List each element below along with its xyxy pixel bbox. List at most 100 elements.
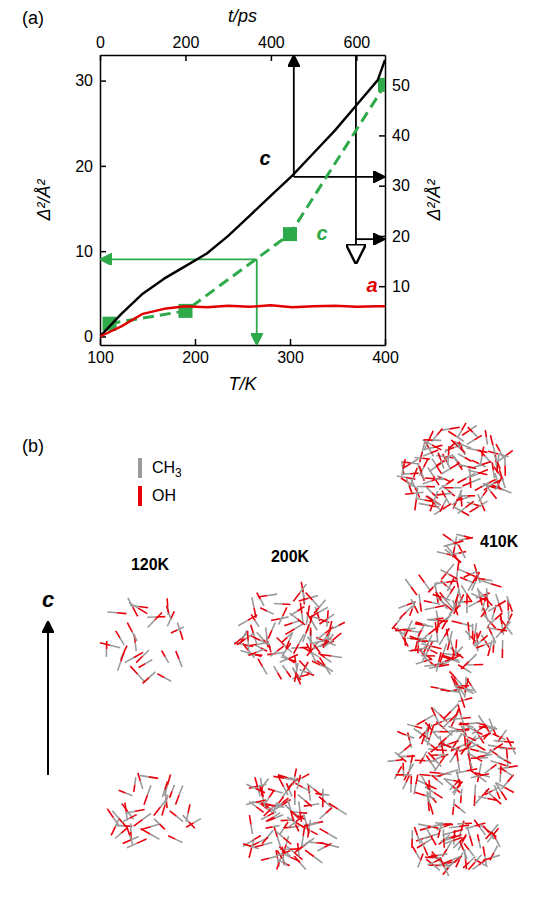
molecule-stick bbox=[271, 619, 280, 621]
tick-mark bbox=[290, 339, 292, 345]
molecule-stick bbox=[507, 758, 509, 768]
molecule-stick bbox=[502, 649, 504, 658]
molecule-stick bbox=[274, 666, 278, 673]
molecule-stick bbox=[130, 666, 137, 674]
molecule-stick bbox=[440, 653, 443, 663]
molecule-stick bbox=[288, 659, 294, 663]
molecule-stick bbox=[456, 442, 461, 447]
molecule-stick bbox=[468, 862, 475, 870]
molecule-stick bbox=[398, 756, 406, 758]
molecule-stick bbox=[324, 640, 332, 647]
molecule-stick bbox=[267, 594, 277, 595]
molecule-stick bbox=[499, 763, 507, 765]
molecule-stick bbox=[148, 620, 155, 628]
molecule-stick bbox=[430, 501, 434, 511]
tick: 40 bbox=[379, 127, 410, 144]
molecule-stick bbox=[194, 819, 201, 823]
tick-mark bbox=[185, 55, 187, 61]
molecule-stick bbox=[264, 809, 271, 816]
molecule-stick bbox=[438, 754, 446, 756]
molecule-stick bbox=[464, 536, 472, 538]
molecule-stick bbox=[165, 782, 168, 790]
molecule-stick bbox=[507, 737, 511, 745]
molecule-stick bbox=[437, 466, 442, 473]
molecule-stick bbox=[166, 598, 168, 606]
molecule-stick bbox=[439, 637, 444, 645]
molecule-stick bbox=[492, 462, 493, 470]
molecule-stick bbox=[465, 736, 466, 747]
molecule-stick bbox=[247, 641, 249, 651]
molecule-stick bbox=[137, 839, 147, 843]
tick-label: 400 bbox=[258, 34, 285, 51]
molecule-stick bbox=[298, 795, 305, 801]
molecule-stick bbox=[415, 606, 419, 613]
axis-line bbox=[385, 56, 387, 346]
molecule-stick bbox=[482, 788, 489, 796]
molecule-stick bbox=[430, 772, 441, 773]
molecule-stick bbox=[458, 507, 466, 513]
molecule-stick bbox=[453, 799, 455, 807]
molecule-stick bbox=[421, 775, 425, 782]
molecule-stick bbox=[282, 637, 288, 642]
molecule-stick bbox=[263, 667, 267, 675]
molecule-stick bbox=[243, 841, 252, 846]
molecule-stick bbox=[467, 826, 470, 836]
molecule-stick bbox=[154, 819, 159, 824]
molecule-stick bbox=[441, 773, 452, 774]
molecule-stick bbox=[420, 827, 430, 830]
molecule-stick bbox=[457, 782, 461, 789]
molecule-stick bbox=[433, 476, 439, 485]
tick: 10 bbox=[75, 243, 106, 260]
molecule-stick bbox=[477, 631, 480, 639]
molecule-stick bbox=[436, 456, 445, 457]
molecule-stick bbox=[468, 602, 477, 607]
arrow bbox=[101, 259, 257, 261]
molecule-stick bbox=[100, 643, 110, 645]
molecule-stick bbox=[496, 594, 499, 603]
molecule-stick bbox=[453, 838, 462, 841]
molecule-stick bbox=[125, 803, 126, 812]
molecule-stick bbox=[276, 831, 284, 838]
molecule-stick bbox=[310, 823, 318, 825]
molecule-stick bbox=[432, 731, 439, 739]
molecule-stick bbox=[160, 824, 165, 829]
molecule-stick bbox=[255, 621, 259, 627]
molecule-stick bbox=[415, 759, 426, 761]
molecule-stick bbox=[307, 643, 312, 652]
molecule-stick bbox=[435, 478, 445, 480]
molecule-stick bbox=[402, 461, 403, 468]
tick: 10 bbox=[379, 278, 410, 295]
molecule-stick bbox=[493, 470, 494, 478]
molecule-stick bbox=[495, 483, 498, 490]
molecule-stick bbox=[426, 760, 437, 762]
molecule-stick bbox=[171, 611, 174, 618]
molecule-stick bbox=[132, 632, 137, 641]
molecule-stick bbox=[134, 820, 143, 826]
panel-label: (b) bbox=[22, 436, 44, 456]
molecule-stick bbox=[508, 775, 514, 782]
molecule-stick bbox=[405, 493, 414, 494]
molecule-stick bbox=[488, 606, 497, 611]
molecule-stick bbox=[474, 820, 480, 828]
molecule-stick bbox=[291, 825, 299, 827]
molecule-stick bbox=[448, 726, 457, 729]
molecule-stick bbox=[446, 780, 453, 786]
molecule-stick bbox=[454, 804, 459, 808]
molecule-stick bbox=[142, 813, 151, 819]
tick-mark bbox=[271, 55, 273, 61]
molecule-stick bbox=[266, 817, 273, 821]
molecule-stick bbox=[426, 828, 431, 837]
molecule-stick bbox=[486, 588, 488, 598]
molecule-stick bbox=[458, 447, 465, 454]
molecule-stick bbox=[494, 467, 499, 474]
molecule-stick bbox=[492, 613, 494, 620]
molecule-stick bbox=[273, 776, 283, 778]
key-swatch bbox=[138, 458, 142, 478]
molecule-stick bbox=[417, 720, 425, 725]
molecule-stick bbox=[454, 606, 459, 614]
molecule-stick bbox=[397, 732, 405, 735]
molecule-stick bbox=[269, 644, 271, 652]
tick-mark bbox=[379, 286, 385, 288]
molecule-stick bbox=[301, 674, 309, 676]
molecule-stick bbox=[320, 813, 326, 819]
